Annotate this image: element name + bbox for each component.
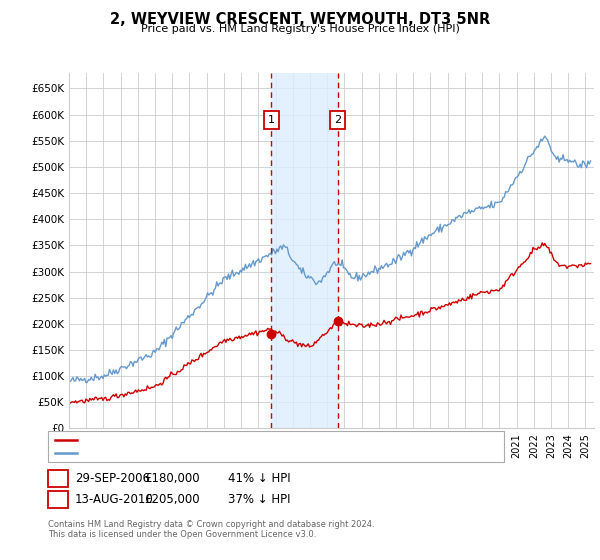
Text: 37% ↓ HPI: 37% ↓ HPI <box>228 493 290 506</box>
Text: Contains HM Land Registry data © Crown copyright and database right 2024.
This d: Contains HM Land Registry data © Crown c… <box>48 520 374 539</box>
Text: Price paid vs. HM Land Registry's House Price Index (HPI): Price paid vs. HM Land Registry's House … <box>140 24 460 34</box>
Text: 2, WEYVIEW CRESCENT, WEYMOUTH, DT3 5NR (detached house): 2, WEYVIEW CRESCENT, WEYMOUTH, DT3 5NR (… <box>81 435 418 445</box>
Text: 2: 2 <box>54 493 62 506</box>
Text: 1: 1 <box>54 472 62 485</box>
Text: HPI: Average price, detached house, Dorset: HPI: Average price, detached house, Dors… <box>81 448 308 458</box>
Text: 2, WEYVIEW CRESCENT, WEYMOUTH, DT3 5NR: 2, WEYVIEW CRESCENT, WEYMOUTH, DT3 5NR <box>110 12 490 27</box>
Text: 1: 1 <box>268 115 275 125</box>
Text: 2: 2 <box>334 115 341 125</box>
Text: £205,000: £205,000 <box>144 493 200 506</box>
Text: £180,000: £180,000 <box>144 472 200 485</box>
Text: 13-AUG-2010: 13-AUG-2010 <box>75 493 154 506</box>
Text: 29-SEP-2006: 29-SEP-2006 <box>75 472 150 485</box>
Bar <box>271 73 338 428</box>
Text: 41% ↓ HPI: 41% ↓ HPI <box>228 472 290 485</box>
